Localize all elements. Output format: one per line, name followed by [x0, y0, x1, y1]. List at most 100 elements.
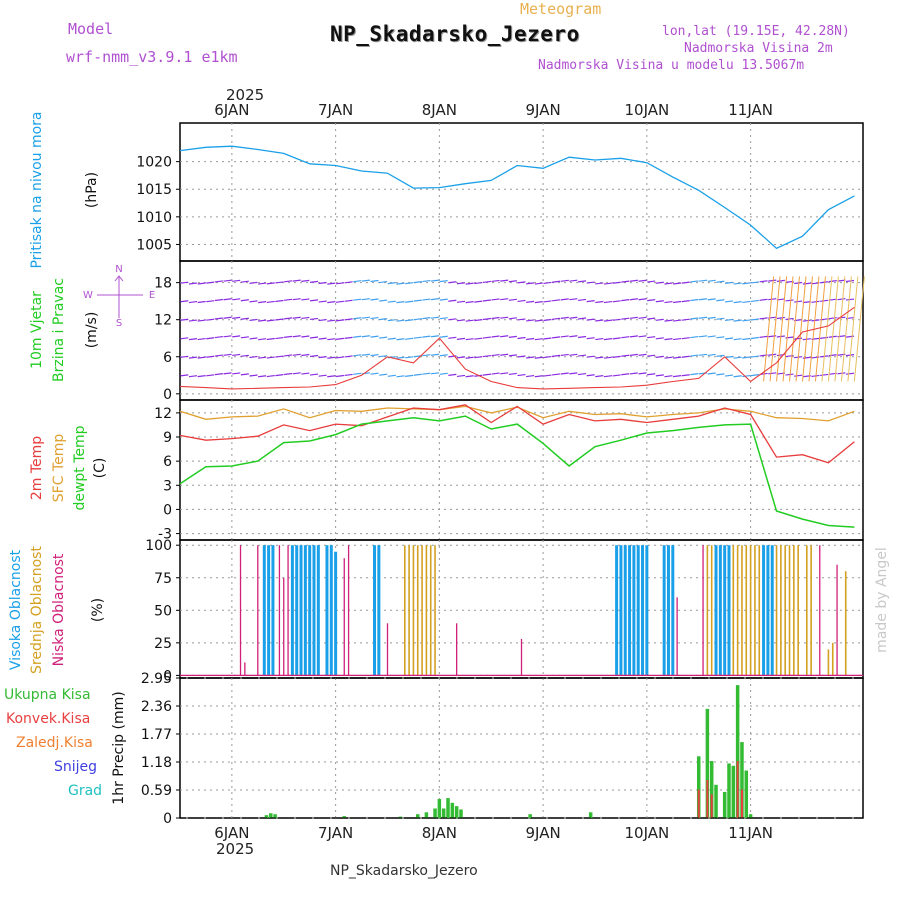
wind-barb [448, 281, 457, 284]
wind-barb [724, 337, 734, 340]
cloud-bar [827, 649, 830, 676]
wind-barb [361, 353, 370, 356]
bottom-year-label: 2025 [216, 840, 254, 858]
wind-barb [413, 373, 422, 376]
wind-barb [698, 335, 708, 338]
wind-barb [387, 374, 396, 377]
wind-barb [197, 375, 206, 378]
wind-barb [188, 356, 198, 359]
wind-barb [603, 282, 613, 285]
wind-barb [821, 276, 833, 382]
wind-barb [811, 374, 820, 378]
wind-barb [647, 373, 656, 376]
wind-barb [405, 337, 414, 340]
wind-barb [491, 372, 500, 375]
wind-barb [180, 355, 189, 358]
precip-legend-item: Snijeg [54, 759, 97, 775]
wind-barb [801, 276, 813, 382]
wind-barb [569, 353, 578, 356]
wind-barb [724, 318, 734, 322]
wind-barb [292, 279, 301, 282]
chart-kind-title: Meteogram [520, 0, 602, 18]
top-year-label: 2025 [226, 86, 264, 104]
precip-bar [735, 685, 740, 818]
wind-barb [552, 280, 561, 283]
wind-barb [673, 282, 682, 285]
precip-bar [736, 761, 739, 818]
wind-barb [353, 317, 362, 320]
wind-barb [266, 374, 275, 378]
wind-barb [258, 301, 267, 304]
wind-barb [214, 280, 223, 283]
wind-barb [690, 354, 699, 357]
cloud-bar [758, 545, 761, 676]
wind-barb [690, 280, 699, 283]
wind-barb [309, 317, 319, 321]
wind-barb [266, 300, 275, 304]
wind-barb [474, 300, 483, 303]
bottom-day-label: 9JAN [526, 824, 561, 842]
precip-bar [705, 708, 710, 818]
cloud-bar [619, 545, 623, 676]
wind-barb [344, 281, 353, 284]
wind-barb [353, 335, 362, 338]
wind-barb [387, 337, 396, 340]
wind-barb [612, 281, 621, 284]
cloud-bar [456, 623, 458, 676]
precip-panel: 0 0.59 1.18 1.77 2.36 2.95 [141, 671, 864, 827]
bottom-day-label: 7JAN [318, 824, 353, 842]
wind-barb [603, 319, 613, 322]
wind-barb [776, 279, 785, 282]
footer-station: NP_Skadarsko_Jezero [330, 863, 478, 879]
precip-bar [416, 814, 420, 818]
wind-barb [482, 317, 491, 321]
wind-barb [422, 298, 431, 301]
cloud-bar [290, 545, 294, 676]
top-day-label: 6JAN [214, 101, 249, 119]
wind-barb [655, 318, 664, 321]
wind-barb [370, 372, 379, 375]
precip-legend-item: Zaledj.Kisa [16, 735, 93, 751]
wind-barb [379, 299, 388, 302]
wind-barb [206, 281, 215, 284]
sfc-temp-series-line [179, 405, 855, 422]
wind-barb [197, 282, 206, 285]
wind-barb [707, 353, 716, 357]
wind-barb [560, 316, 569, 319]
wind-barb [586, 318, 595, 321]
wind-barb [802, 282, 811, 285]
wind-barb [560, 372, 569, 375]
wind-barb [517, 355, 526, 358]
wind-barb [396, 356, 405, 359]
cloud-bar [784, 545, 786, 676]
wind-barb [301, 316, 310, 320]
wind-barb [422, 335, 431, 338]
wind-barb [569, 372, 578, 375]
wind-barb [292, 372, 301, 375]
wind-barb [664, 282, 673, 285]
wind-barb [258, 319, 267, 322]
precip-bar [706, 780, 709, 818]
wind-barb [353, 354, 362, 357]
cloud-tick-label: 25 [154, 636, 172, 652]
wind-barb [292, 353, 301, 356]
wind-barb [413, 299, 422, 302]
precip-bar [446, 798, 450, 818]
wind-barb [681, 337, 690, 340]
precip-legend-item: Grad [68, 783, 102, 799]
wind-barb [828, 354, 837, 357]
wind-barb [396, 319, 405, 322]
cloud-bar [676, 597, 678, 676]
wind-barb [517, 336, 526, 340]
wind-barb [188, 338, 198, 341]
temp-tick-label: -3 [158, 527, 172, 543]
wind-barb [292, 335, 301, 338]
wind-barb [405, 356, 414, 359]
wind-barb [258, 338, 267, 341]
cloud-bar [666, 545, 670, 676]
wind-barb [482, 354, 491, 358]
cloud-bar [736, 545, 739, 676]
precip-bar [454, 806, 459, 818]
wind-barb [534, 282, 543, 285]
wind-barb [508, 317, 517, 320]
